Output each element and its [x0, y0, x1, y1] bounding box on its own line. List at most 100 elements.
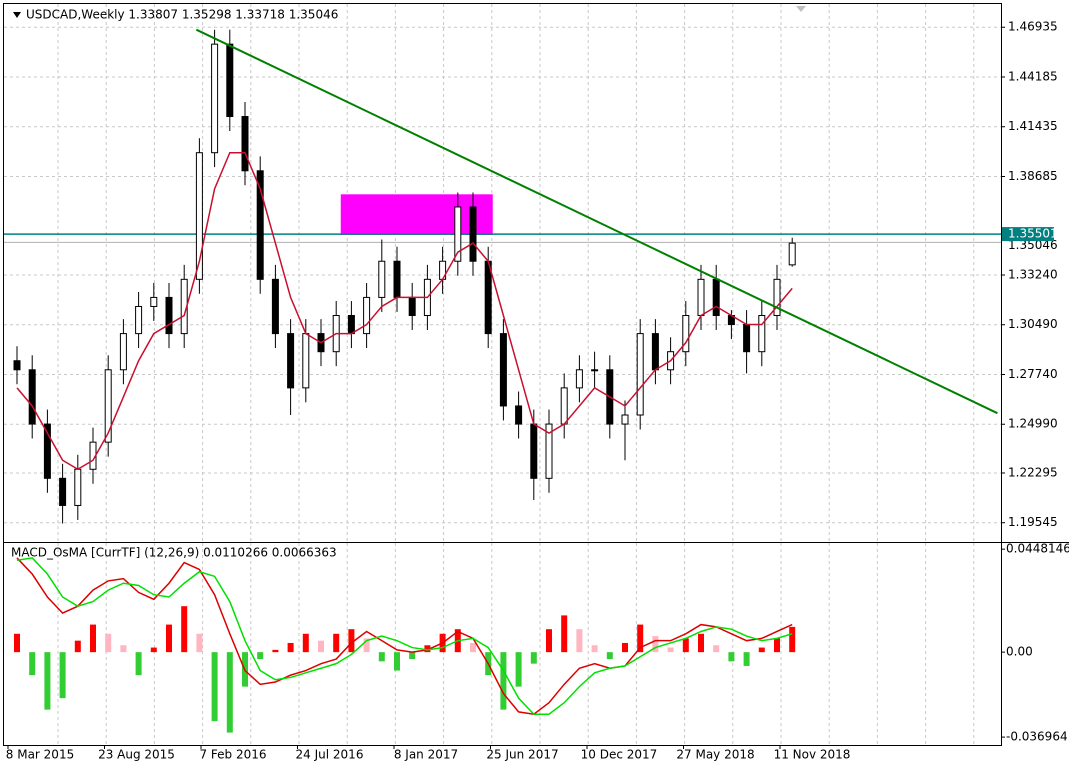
y-tick-label: -0.036964 [1006, 730, 1068, 744]
candle-body [408, 296, 416, 317]
candle-body [165, 296, 173, 335]
histogram-bar [728, 652, 735, 662]
candle-body [773, 278, 781, 317]
histogram-bar [333, 633, 340, 653]
histogram-bar [576, 629, 583, 653]
y-tick-label: 1.24990 [1008, 417, 1058, 431]
candle-body [621, 414, 629, 425]
y-tick-label: 1.44185 [1008, 69, 1058, 83]
macd-line [16, 557, 793, 715]
histogram-bar [667, 647, 674, 653]
histogram-bar [196, 633, 203, 653]
candle-body [211, 43, 219, 154]
candle-body [104, 369, 112, 443]
histogram-bar [363, 638, 370, 653]
histogram-bar [90, 624, 96, 653]
y-tick-label: 1.22295 [1008, 465, 1058, 479]
x-tick-label: 10 Dec 2017 [581, 748, 658, 762]
y-tick-label: 1.46935 [1008, 20, 1058, 34]
histogram-bar [135, 652, 142, 676]
candle-body [28, 369, 36, 425]
scroll-marker [796, 6, 806, 12]
menu-arrow[interactable] [13, 12, 21, 18]
candle-body [697, 278, 705, 317]
candle-body [636, 333, 644, 416]
histogram-bar [546, 629, 552, 653]
candle-body [484, 260, 492, 335]
candle-body [758, 315, 766, 353]
zone [340, 194, 493, 236]
y-tick-label: 0.0448146 [1006, 542, 1069, 556]
histogram-bar [409, 652, 416, 660]
histogram-bar [424, 645, 431, 653]
histogram-bar [652, 636, 659, 653]
x-tick-label: 8 Jan 2017 [394, 748, 458, 762]
candle-body [545, 423, 553, 479]
candle-body [393, 260, 401, 298]
histogram-bar [774, 638, 780, 653]
candle-body [256, 170, 264, 280]
candle-body [515, 405, 523, 425]
candle-body [74, 468, 82, 506]
candle-body [150, 296, 158, 307]
y-tick-label: 1.41435 [1008, 119, 1058, 133]
candle-body [302, 333, 310, 389]
candle-body [378, 260, 386, 298]
candle-body [788, 242, 796, 266]
candle-body [241, 116, 249, 172]
candle-body [135, 305, 143, 335]
x-tick-label: 27 May 2018 [676, 748, 754, 762]
candle-body [530, 423, 538, 479]
candle-body [271, 278, 279, 335]
candle-body [743, 324, 751, 353]
histogram-bar [14, 633, 20, 653]
histogram-bar [226, 652, 233, 733]
y-tick-label: 1.30490 [1008, 317, 1058, 331]
candle-body [363, 296, 371, 335]
histogram-bar [515, 652, 522, 687]
histogram-bar [287, 642, 294, 653]
histogram-bar [789, 626, 796, 653]
histogram-bar [211, 652, 218, 722]
candle-body [454, 206, 462, 262]
y-tick-label: 1.33240 [1008, 267, 1058, 281]
histogram-bar [302, 633, 309, 653]
candle-body [59, 477, 67, 506]
histogram-bar [166, 624, 172, 653]
candle-body [469, 206, 477, 262]
indicator-title: MACD_OsMA [CurrTF] (12,26,9) 0.0110266 0… [11, 546, 337, 560]
x-tick-label: 7 Feb 2016 [199, 748, 266, 762]
x-tick-label: 8 Mar 2015 [6, 748, 74, 762]
histogram-bar [500, 652, 507, 710]
trendline [195, 28, 998, 415]
x-tick-label: 24 Jul 2016 [296, 748, 364, 762]
candle-body [651, 333, 659, 371]
candle-body [13, 360, 21, 371]
histogram-bar [181, 606, 188, 653]
histogram-bar [637, 624, 644, 653]
histogram-bar [758, 647, 765, 653]
histogram-bar [348, 629, 355, 653]
histogram-bar [743, 652, 750, 666]
histogram-bar [44, 652, 51, 710]
candle-body [712, 278, 720, 317]
histogram-bar [561, 615, 568, 653]
candle-body [119, 333, 127, 371]
candle-body [682, 315, 690, 353]
histogram-bar [698, 633, 704, 653]
histogram-bar [530, 652, 537, 664]
histogram-bar [272, 649, 279, 653]
histogram-bar [120, 645, 127, 653]
histogram-bar [318, 640, 324, 653]
price-line-label: 1.35046 [1008, 238, 1058, 252]
candle-body [287, 333, 295, 389]
candle-body [347, 315, 355, 335]
x-tick-label: 23 Aug 2015 [98, 748, 175, 762]
plot: 1.46935 1.44185 1.41435 1.38685 1.33240 1.304… [4, 4, 1069, 762]
histogram-bar [29, 652, 36, 676]
y-tick-label: 0.00 [1006, 645, 1033, 659]
y-tick-label: 1.27740 [1008, 367, 1058, 381]
histogram-bar [257, 652, 264, 660]
candle-body [575, 369, 583, 389]
